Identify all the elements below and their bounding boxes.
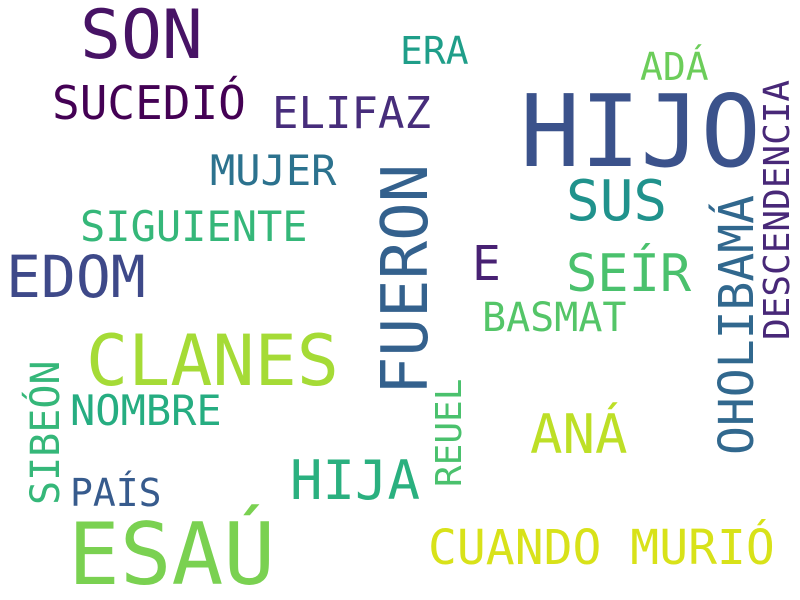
word-cuando-murio: CUANDO MURIÓ	[428, 520, 775, 576]
word-siguiente: SIGUIENTE	[80, 202, 308, 251]
word-hija: HIJA	[290, 449, 421, 512]
word-fueron: FUERON	[369, 163, 443, 395]
word-sus: SUS	[566, 169, 668, 234]
word-ana: ANÁ	[530, 403, 628, 466]
word-sucedio: SUCEDIÓ	[52, 76, 246, 130]
word-clanes: CLANES	[86, 320, 339, 402]
word-ada: ADÁ	[640, 45, 709, 89]
word-descendencia: DESCENDENCIA	[757, 79, 798, 340]
word-sibeon: SIBEÓN	[23, 360, 69, 506]
word-son: SON	[80, 0, 203, 75]
word-era: ERA	[400, 29, 469, 73]
word-e: E	[472, 236, 501, 292]
word-hijo: HIJO	[520, 73, 761, 190]
word-esau: ESAÚ	[68, 505, 276, 600]
word-basmat: BASMAT	[482, 295, 627, 341]
word-edom: EDOM	[6, 243, 146, 311]
word-pais: PAÍS	[70, 471, 162, 515]
word-mujer: MUJER	[210, 146, 337, 195]
word-elifaz: ELIFAZ	[272, 88, 431, 139]
word-reuel: REUEL	[429, 378, 470, 487]
word-oholibama: OHOLIBAMÁ	[709, 194, 765, 455]
word-seir: SEÍR	[566, 244, 692, 304]
word-nombre: NOMBRE	[70, 386, 222, 435]
